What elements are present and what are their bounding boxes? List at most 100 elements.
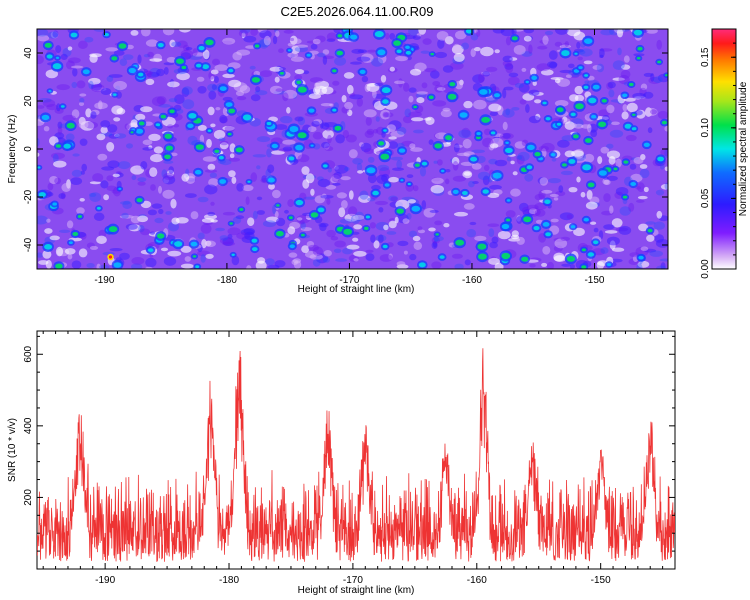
spectrogram-speckle xyxy=(299,220,305,225)
spectrogram-speckle xyxy=(64,248,76,255)
spectrogram-speckle xyxy=(211,84,217,90)
spectrogram-speckle xyxy=(541,69,554,76)
spectrogram-speckle xyxy=(252,154,267,158)
spectrogram-speckle xyxy=(574,85,584,95)
spectrogram-peak xyxy=(494,93,500,98)
spectrogram-speckle xyxy=(408,230,418,238)
spectrogram-speckle xyxy=(283,29,294,34)
spectrogram-peak xyxy=(633,29,643,36)
spectrogram-peak xyxy=(254,44,260,48)
spectrogram-speckle xyxy=(231,176,237,184)
spectrogram-x-label: Height of straight line (km) xyxy=(298,284,415,295)
spectrogram-peak xyxy=(505,218,511,222)
spectrogram-speckle xyxy=(196,76,205,82)
spectrogram-speckle xyxy=(569,264,576,269)
spectrogram-peak xyxy=(526,165,533,170)
spectrogram-speckle xyxy=(523,35,532,42)
spectrogram-speckle xyxy=(163,67,169,75)
spectrogram-speckle xyxy=(353,224,362,230)
spectrogram-speckle xyxy=(568,63,575,69)
spectrogram-speckle xyxy=(147,51,154,58)
spectrogram-speckle xyxy=(109,248,123,252)
spectrogram-speckle xyxy=(511,107,520,111)
spectrogram-speckle xyxy=(378,234,384,243)
spectrogram-speckle xyxy=(364,130,374,138)
spectrogram-peak xyxy=(622,93,628,98)
spectrogram-speckle xyxy=(52,30,59,38)
spectrogram-speckle xyxy=(297,154,310,163)
spectrogram-speckle xyxy=(163,256,177,266)
spectrogram-peak xyxy=(430,52,434,56)
spectrogram-speckle xyxy=(606,236,620,246)
spectrogram-speckle xyxy=(231,255,240,266)
spectrogram-peak xyxy=(301,233,305,237)
spectrogram-speckle xyxy=(597,156,603,165)
spectrogram-speckle xyxy=(137,181,146,186)
spectrogram-speckle xyxy=(347,84,354,95)
spectrogram-speckle xyxy=(429,209,439,213)
spectrogram-peak xyxy=(55,263,63,269)
spectrogram-speckle xyxy=(266,216,279,223)
spectrogram-speckle xyxy=(657,110,668,120)
spectrogram-speckle xyxy=(428,227,436,232)
spectrogram-speckle xyxy=(332,80,340,86)
spectrogram-y-tick-label: -20 xyxy=(23,189,34,204)
spectrogram-speckle xyxy=(373,129,379,134)
spectrogram-peak xyxy=(377,49,386,56)
spectrogram-peak xyxy=(343,228,353,235)
spectrogram-speckle xyxy=(170,198,177,209)
spectrogram-speckle xyxy=(478,73,485,83)
spectrogram-peak xyxy=(647,228,653,233)
spectrogram-peak xyxy=(113,93,117,96)
spectrogram-speckle xyxy=(402,115,413,124)
colorbar: 0.00 0.05 0.10 0.15 Normalized spectral amp… xyxy=(700,28,749,279)
spectrogram-speckle xyxy=(106,75,114,82)
spectrogram-speckle xyxy=(149,231,156,235)
spectrogram-speckle xyxy=(541,189,553,194)
spectrogram-speckle xyxy=(160,247,169,252)
spectrogram-speckle xyxy=(606,175,618,181)
spectrogram-blobs xyxy=(37,29,668,269)
spectrogram-speckle xyxy=(406,174,414,179)
spectrogram-speckle xyxy=(37,34,50,42)
spectrogram-speckle xyxy=(325,184,337,190)
spectrogram-speckle xyxy=(79,97,85,103)
snr-x-label: Height of straight line (km) xyxy=(298,585,415,596)
spectrogram-speckle xyxy=(113,117,121,122)
spectrogram-peak xyxy=(96,206,101,210)
spectrogram-speckle xyxy=(463,203,475,210)
spectrogram-speckle xyxy=(326,38,336,42)
spectrogram-speckle xyxy=(214,64,229,71)
spectrogram-speckle xyxy=(275,88,284,92)
spectrogram-speckle xyxy=(625,134,637,142)
spectrogram-speckle xyxy=(430,70,440,79)
spectrogram-speckle xyxy=(437,159,443,166)
spectrogram-speckle xyxy=(302,179,310,189)
spectrogram-speckle xyxy=(49,235,60,241)
spectrogram-peak xyxy=(447,93,457,100)
spectrogram-speckle xyxy=(208,178,219,187)
spectrogram-speckle xyxy=(586,190,593,200)
spectrogram-speckle xyxy=(334,164,349,174)
spectrogram-speckle xyxy=(656,210,663,219)
spectrogram-speckle xyxy=(113,80,127,91)
snr-x-tick-label: -160 xyxy=(467,575,487,586)
spectrogram-speckle xyxy=(564,41,569,47)
spectrogram-speckle xyxy=(138,225,145,233)
spectrogram-speckle xyxy=(256,165,261,170)
spectrogram-speckle xyxy=(353,258,359,262)
spectrogram-speckle xyxy=(636,263,643,269)
spectrogram-peak xyxy=(556,122,562,126)
spectrogram-speckle xyxy=(290,45,300,54)
spectrogram-speckle xyxy=(660,262,666,269)
spectrogram-peak xyxy=(449,82,456,87)
spectrogram-speckle xyxy=(56,84,70,91)
spectrogram-speckle xyxy=(413,241,423,250)
spectrogram-peak xyxy=(295,199,304,206)
spectrogram-speckle xyxy=(380,109,391,120)
spectrogram-speckle xyxy=(538,145,549,152)
spectrogram-peak xyxy=(575,103,584,110)
spectrogram-speckle xyxy=(117,161,131,170)
spectrogram-speckle xyxy=(105,47,118,52)
spectrogram-speckle xyxy=(615,187,629,196)
